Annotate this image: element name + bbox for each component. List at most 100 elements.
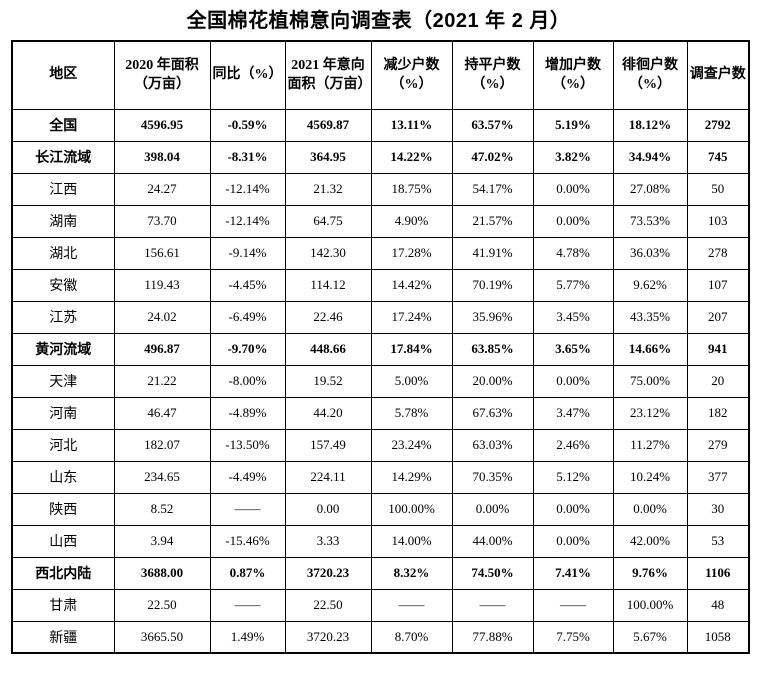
region-cell: 新疆: [11, 620, 115, 654]
value-cell: 22.50: [284, 588, 372, 622]
value-cell: 3720.23: [284, 556, 372, 590]
value-cell: 54.17%: [451, 172, 534, 206]
value-cell: 13.11%: [370, 108, 453, 142]
region-cell: 黄河流域: [11, 332, 115, 366]
value-cell: 8.32%: [370, 556, 453, 590]
value-cell: -15.46%: [209, 524, 286, 558]
value-cell: 119.43: [113, 268, 211, 302]
column-header: 2020 年面积（万亩）: [113, 40, 211, 110]
value-cell: 377: [686, 460, 750, 494]
value-cell: 1.49%: [209, 620, 286, 654]
value-cell: 17.24%: [370, 300, 453, 334]
value-cell: 73.53%: [612, 204, 688, 238]
value-cell: 4596.95: [113, 108, 211, 142]
table-row: 河南 46.47 -4.89% 44.20 5.78% 67.63% 3.47% 23.12%…: [11, 396, 750, 430]
value-cell: 47.02%: [451, 140, 534, 174]
value-cell: 22.46: [284, 300, 372, 334]
value-cell: ——: [209, 588, 286, 622]
value-cell: 3.47%: [532, 396, 614, 430]
region-cell: 甘肃: [11, 588, 115, 622]
column-header: 同比（%）: [209, 40, 286, 110]
value-cell: 75.00%: [612, 364, 688, 398]
value-cell: 21.22: [113, 364, 211, 398]
value-cell: 5.12%: [532, 460, 614, 494]
value-cell: 20.00%: [451, 364, 534, 398]
table-row: 河北 182.07 -13.50% 157.49 23.24% 63.03% 2.46% 11…: [11, 428, 750, 462]
value-cell: -0.59%: [209, 108, 286, 142]
region-cell: 安徽: [11, 268, 115, 302]
value-cell: 0.00%: [612, 492, 688, 526]
value-cell: 107: [686, 268, 750, 302]
region-cell: 全国: [11, 108, 115, 142]
region-cell: 天津: [11, 364, 115, 398]
value-cell: -9.14%: [209, 236, 286, 270]
region-cell: 山东: [11, 460, 115, 494]
value-cell: 182: [686, 396, 750, 430]
table-row: 山东 234.65 -4.49% 224.11 14.29% 70.35% 5.12% 10.…: [11, 460, 750, 494]
value-cell: 0.00%: [532, 364, 614, 398]
value-cell: 182.07: [113, 428, 211, 462]
value-cell: 63.57%: [451, 108, 534, 142]
value-cell: 9.62%: [612, 268, 688, 302]
value-cell: ——: [209, 492, 286, 526]
column-header: 地区: [11, 40, 115, 110]
value-cell: 24.27: [113, 172, 211, 206]
value-cell: 53: [686, 524, 750, 558]
page-title: 全国棉花植棉意向调查表（2021 年 2 月）: [186, 10, 571, 32]
value-cell: 3720.23: [284, 620, 372, 654]
value-cell: 23.12%: [612, 396, 688, 430]
value-cell: 745: [686, 140, 750, 174]
value-cell: 100.00%: [370, 492, 453, 526]
value-cell: 142.30: [284, 236, 372, 270]
value-cell: 35.96%: [451, 300, 534, 334]
table-row: 长江流域 398.04 -8.31% 364.95 14.22% 47.02% 3.82% 3…: [11, 140, 750, 174]
table-row: 甘肃 22.50 —— 22.50 —— —— —— 100.00% 48: [11, 588, 750, 622]
value-cell: 0.00%: [532, 524, 614, 558]
value-cell: 114.12: [284, 268, 372, 302]
value-cell: 30: [686, 492, 750, 526]
value-cell: 3.65%: [532, 332, 614, 366]
value-cell: 5.67%: [612, 620, 688, 654]
value-cell: 21.57%: [451, 204, 534, 238]
table-row: 陕西 8.52 —— 0.00 100.00% 0.00% 0.00% 0.00% 30: [11, 492, 750, 526]
value-cell: 34.94%: [612, 140, 688, 174]
value-cell: 5.77%: [532, 268, 614, 302]
value-cell: ——: [370, 588, 453, 622]
table-row: 安徽 119.43 -4.45% 114.12 14.42% 70.19% 5.77% 9.6…: [11, 268, 750, 302]
value-cell: 4.78%: [532, 236, 614, 270]
value-cell: 22.50: [113, 588, 211, 622]
table-row: 西北内陆 3688.00 0.87% 3720.23 8.32% 74.50% 7.41% 9…: [11, 556, 750, 590]
value-cell: -4.49%: [209, 460, 286, 494]
value-cell: 0.00: [284, 492, 372, 526]
value-cell: 44.20: [284, 396, 372, 430]
value-cell: 207: [686, 300, 750, 334]
value-cell: 64.75: [284, 204, 372, 238]
value-cell: -6.49%: [209, 300, 286, 334]
table-row: 湖南 73.70 -12.14% 64.75 4.90% 21.57% 0.00% 73.53…: [11, 204, 750, 238]
value-cell: 67.63%: [451, 396, 534, 430]
table-body: 全国 4596.95 -0.59% 4569.87 13.11% 63.57% 5.19% 1…: [11, 108, 750, 654]
value-cell: 224.11: [284, 460, 372, 494]
value-cell: 14.22%: [370, 140, 453, 174]
table-row: 江西 24.27 -12.14% 21.32 18.75% 54.17% 0.00% 27.0…: [11, 172, 750, 206]
value-cell: 63.85%: [451, 332, 534, 366]
value-cell: -9.70%: [209, 332, 286, 366]
region-cell: 江苏: [11, 300, 115, 334]
value-cell: 23.24%: [370, 428, 453, 462]
region-cell: 湖北: [11, 236, 115, 270]
value-cell: 10.24%: [612, 460, 688, 494]
value-cell: -12.14%: [209, 204, 286, 238]
value-cell: 46.47: [113, 396, 211, 430]
value-cell: 27.08%: [612, 172, 688, 206]
value-cell: 0.87%: [209, 556, 286, 590]
column-header: 调查户数: [686, 40, 750, 110]
value-cell: 73.70: [113, 204, 211, 238]
value-cell: 3665.50: [113, 620, 211, 654]
value-cell: 36.03%: [612, 236, 688, 270]
value-cell: 48: [686, 588, 750, 622]
value-cell: 50: [686, 172, 750, 206]
value-cell: 7.75%: [532, 620, 614, 654]
value-cell: -4.89%: [209, 396, 286, 430]
value-cell: 42.00%: [612, 524, 688, 558]
value-cell: 3.33: [284, 524, 372, 558]
